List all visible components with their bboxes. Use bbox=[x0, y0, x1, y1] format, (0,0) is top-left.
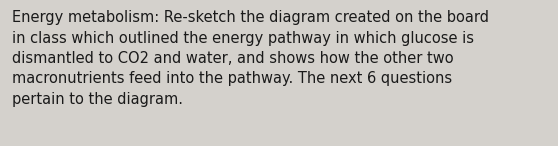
Text: Energy metabolism: Re-sketch the diagram created on the board
in class which out: Energy metabolism: Re-sketch the diagram… bbox=[12, 10, 489, 107]
